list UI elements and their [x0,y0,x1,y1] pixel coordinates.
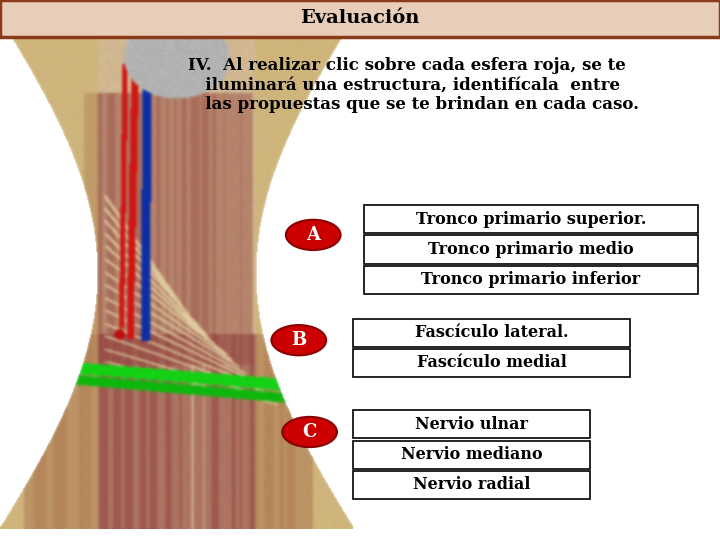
Text: Nervio radial: Nervio radial [413,476,531,494]
FancyBboxPatch shape [353,410,590,438]
FancyBboxPatch shape [364,205,698,233]
Text: Nervio ulnar: Nervio ulnar [415,416,528,433]
FancyBboxPatch shape [353,349,630,377]
Ellipse shape [286,220,341,250]
Text: Fascículo lateral.: Fascículo lateral. [415,324,568,341]
FancyBboxPatch shape [0,0,720,37]
Text: Tronco primario superior.: Tronco primario superior. [416,211,646,228]
FancyBboxPatch shape [353,471,590,499]
Text: C: C [302,423,317,441]
Text: IV.  Al realizar clic sobre cada esfera roja, se te
   iluminará una estructura,: IV. Al realizar clic sobre cada esfera r… [189,57,639,113]
Text: Fascículo medial: Fascículo medial [417,354,566,372]
Text: A: A [306,226,320,244]
Text: Tronco primario medio: Tronco primario medio [428,241,634,258]
FancyBboxPatch shape [364,235,698,264]
FancyBboxPatch shape [364,266,698,294]
Text: Evaluación: Evaluación [300,9,420,28]
Text: B: B [291,331,307,349]
Ellipse shape [282,417,337,447]
Ellipse shape [271,325,326,355]
FancyBboxPatch shape [353,319,630,347]
FancyBboxPatch shape [353,441,590,469]
Text: Tronco primario inferior: Tronco primario inferior [421,271,641,288]
Text: Nervio mediano: Nervio mediano [401,446,542,463]
